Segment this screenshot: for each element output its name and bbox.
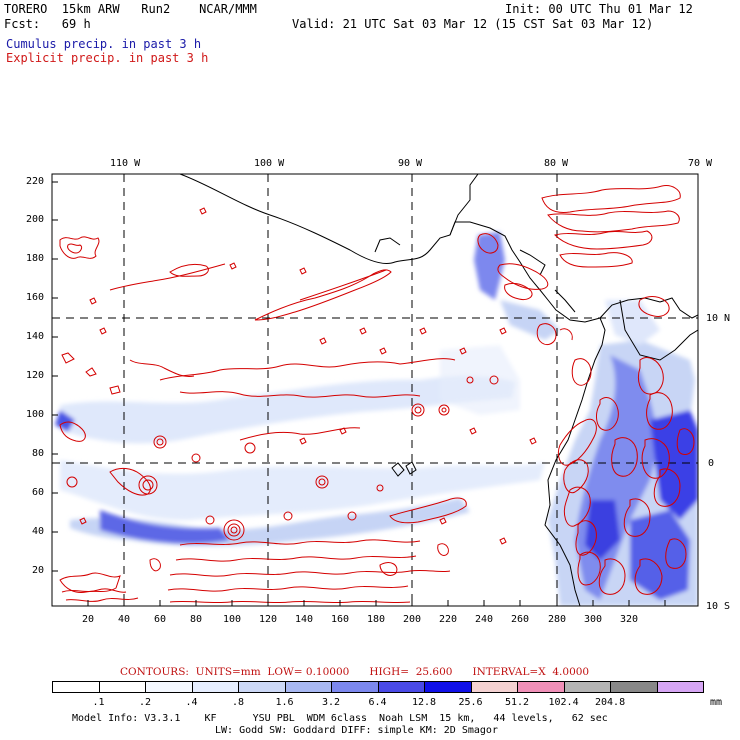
explicit-precip-contours xyxy=(59,185,695,604)
colorbar-unit: mm xyxy=(710,697,723,708)
lon-label-110w: 110 W xyxy=(110,158,141,169)
colorbar-segment xyxy=(424,681,472,693)
colorbar-segment xyxy=(331,681,379,693)
colorbar-label: .4 xyxy=(185,697,198,708)
grid-y-label: 40 xyxy=(32,526,45,537)
colorbar-label: 204.8 xyxy=(595,697,626,708)
grid-y-label: 200 xyxy=(26,214,45,225)
grid-y-label: 20 xyxy=(32,565,45,576)
colorbar-label: 51.2 xyxy=(505,697,530,708)
grid-y-label: 160 xyxy=(26,292,45,303)
lon-label-100w: 100 W xyxy=(254,158,285,169)
colorbar-label: .1 xyxy=(92,697,105,708)
colorbar-segment xyxy=(52,681,100,693)
grid-x-label: 140 xyxy=(295,614,314,625)
colorbar-label: .2 xyxy=(139,697,152,708)
grid-x-label: 300 xyxy=(584,614,603,625)
valid-time: Valid: 21 UTC Sat 03 Mar 12 (15 CST Sat … xyxy=(292,17,654,31)
lon-label-90w: 90 W xyxy=(398,158,423,169)
grid-y-label: 220 xyxy=(26,176,45,187)
grid-x-label: 80 xyxy=(190,614,203,625)
contours-info: CONTOURS: UNITS=mm LOW= 0.10000 HIGH= 25… xyxy=(120,666,590,678)
grid-x-label: 100 xyxy=(223,614,242,625)
grid-y-label: 100 xyxy=(26,409,45,420)
colorbar-label: 102.4 xyxy=(548,697,579,708)
grid-x-label: 120 xyxy=(259,614,278,625)
colorbar-segment xyxy=(191,681,239,693)
colorbar-segment xyxy=(238,681,286,693)
grid-y-label: 180 xyxy=(26,253,45,264)
lat-label-10s: 10 S xyxy=(706,601,731,612)
forecast-hour: Fcst: 69 h xyxy=(4,17,91,31)
grid-x-label: 60 xyxy=(154,614,167,625)
colorbar-segment xyxy=(656,681,704,693)
left-ticks xyxy=(52,181,58,572)
colorbar-label: 6.4 xyxy=(368,697,387,708)
grid-x-label: 20 xyxy=(82,614,95,625)
lon-label-70w: 70 W xyxy=(688,158,713,169)
colorbar-segment xyxy=(284,681,332,693)
physics-info-line: LW: Godd SW: Goddard DIFF: simple KM: 2D… xyxy=(215,725,498,736)
lat-lon-grid xyxy=(52,174,698,606)
colorbar-label: 1.6 xyxy=(275,697,294,708)
field-label-cumulus: Cumulus precip. in past 3 h xyxy=(6,37,202,51)
lat-label-0: 0 xyxy=(708,458,715,469)
colorbar-label: 25.6 xyxy=(458,697,483,708)
grid-y-label: 80 xyxy=(32,448,45,459)
colorbar-label: 3.2 xyxy=(322,697,341,708)
grid-x-label: 200 xyxy=(403,614,422,625)
grid-x-label: 240 xyxy=(475,614,494,625)
grid-x-label: 40 xyxy=(118,614,131,625)
field-label-explicit: Explicit precip. in past 3 h xyxy=(6,51,209,65)
colorbar-segment xyxy=(517,681,565,693)
grid-x-label: 320 xyxy=(620,614,639,625)
init-time: Init: 00 UTC Thu 01 Mar 12 xyxy=(505,2,693,16)
coastlines xyxy=(179,174,698,606)
map-frame xyxy=(51,173,699,607)
model-title: TORERO 15km ARW Run2 NCAR/MMM xyxy=(4,2,257,16)
colorbar-segment xyxy=(563,681,611,693)
model-info-line: Model Info: V3.3.1 KF YSU PBL WDM 6class… xyxy=(72,713,608,724)
bottom-ticks xyxy=(87,600,666,606)
colorbar-segment xyxy=(98,681,146,693)
grid-y-label: 60 xyxy=(32,487,45,498)
lon-label-80w: 80 W xyxy=(544,158,569,169)
grid-y-label: 140 xyxy=(26,331,45,342)
grid-x-label: 260 xyxy=(511,614,530,625)
cumulus-precip-shading xyxy=(55,232,698,606)
grid-x-label: 220 xyxy=(439,614,458,625)
colorbar-segment xyxy=(145,681,193,693)
colorbar-label: 12.8 xyxy=(412,697,437,708)
grid-x-label: 160 xyxy=(331,614,350,625)
lat-label-10n: 10 N xyxy=(706,313,731,324)
colorbar-segment xyxy=(470,681,518,693)
grid-y-label: 120 xyxy=(26,370,45,381)
grid-x-label: 180 xyxy=(367,614,386,625)
colorbar-segment xyxy=(610,681,658,693)
colorbar-label: .8 xyxy=(232,697,245,708)
grid-x-label: 280 xyxy=(548,614,567,625)
colorbar-segment xyxy=(377,681,425,693)
